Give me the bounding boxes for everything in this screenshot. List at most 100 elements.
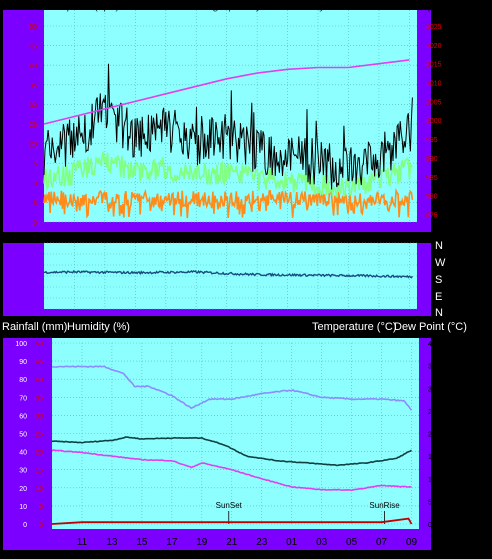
humidity-tick-label: 20	[19, 486, 27, 493]
temp-x-tick-label: 09	[406, 537, 418, 548]
temp-tick-label: 0	[428, 522, 432, 529]
temp-x-tick-label: 07	[376, 537, 388, 548]
wind-x-tick-label: 05	[343, 231, 355, 242]
wind-x-tick-label: 15	[130, 231, 142, 242]
rain-tick-label: 10	[35, 486, 43, 493]
baro-y-tick-label: 1025	[426, 24, 442, 31]
temp-tick-label: 20	[428, 432, 436, 439]
barometer-line	[43, 59, 410, 125]
temp-tick-label: 5	[428, 499, 432, 506]
wind-y-tick-label: 25	[29, 122, 37, 129]
windspeed-axis-title: Windspeed (kph)	[36, 0, 119, 12]
rainfall-axis-title: Rainfall (mm)	[2, 321, 67, 333]
wind-y-tick-label: 35	[29, 83, 37, 90]
temp-tick-label: 25	[428, 409, 436, 416]
baro-y-tick-label: 990	[426, 156, 438, 163]
wind-x-tick-label: 01	[282, 231, 294, 242]
temp-x-tick-label: 19	[196, 537, 208, 548]
rain-tick-label: 0	[39, 522, 43, 529]
direction-letter-w: W	[435, 257, 446, 269]
wind-y-tick-label: 40	[29, 63, 37, 70]
temp-x-tick-label: 13	[106, 537, 118, 548]
humidity-tick-label: 70	[19, 395, 27, 402]
wind-y-tick-label: 20	[29, 142, 37, 149]
rain-tick-label: 35	[35, 395, 43, 402]
humidity-tick-label: 60	[19, 413, 27, 420]
wind-x-tick-label: 07	[373, 231, 385, 242]
temperature-axis-title: Temperature (°C)	[312, 321, 396, 333]
wind-x-tick-label: 03	[312, 231, 324, 242]
rain-tick-label: 30	[35, 413, 43, 420]
sunset-label: SunSet	[216, 501, 243, 510]
wind-x-tick-label: 21	[221, 231, 233, 242]
direction-letter-n2: N	[435, 307, 443, 319]
wind-x-tick-label: 23	[252, 231, 264, 242]
wind-x-tick-label: 17	[160, 231, 172, 242]
temp-x-tick-label: 05	[346, 537, 358, 548]
wind-y-tick-label: 30	[29, 102, 37, 109]
baro-y-tick-label: 1010	[426, 81, 442, 88]
chart-title: 24 hour graph day : 26 January 2021	[172, 0, 352, 12]
humidity-tick-label: 40	[19, 450, 27, 457]
humidity-tick-label: 10	[19, 504, 27, 511]
temp-x-tick-label: 23	[256, 537, 268, 548]
wind-x-tick-label: 19	[191, 231, 203, 242]
wind-gust-line	[43, 63, 413, 190]
wind-y-tick-label: 50	[29, 24, 37, 31]
temp-x-tick-label: 15	[136, 537, 148, 548]
baro-y-tick-label: 1000	[426, 118, 442, 125]
baro-y-tick-label: 985	[426, 175, 438, 182]
wind-y-tick-label: 45	[29, 44, 37, 51]
humidity-tick-label: 0	[23, 522, 27, 529]
baro-y-tick-label: 995	[426, 137, 438, 144]
baro-y-tick-label: 980	[426, 194, 438, 201]
humidity-tick-label: 50	[19, 432, 27, 439]
temp-x-tick-label: 11	[77, 537, 88, 548]
humidity-tick-label: 90	[19, 359, 27, 366]
temp-tick-label: 30	[428, 386, 436, 393]
rain-tick-label: 5	[39, 504, 43, 511]
wind-average-line	[43, 151, 413, 198]
direction-letter-n1: N	[435, 240, 443, 252]
wind-x-tick-label: 13	[99, 231, 111, 242]
baro-y-tick-label: 1005	[426, 99, 442, 106]
rain-tick-label: 25	[35, 432, 43, 439]
temp-x-tick-label: 01	[286, 537, 298, 548]
humidity-tick-label: 80	[19, 377, 27, 384]
temp-tick-label: 35	[428, 364, 436, 371]
wind-low-line	[43, 187, 414, 219]
wind-y-tick-label: 15	[29, 161, 37, 168]
rain-tick-label: 15	[35, 468, 43, 475]
direction-line	[43, 269, 413, 279]
barometer-axis-title: Barometer (hpa)	[372, 0, 452, 12]
wind-y-tick-label: 0	[33, 220, 37, 227]
temp-tick-label: 15	[428, 454, 436, 461]
direction-letter-e: E	[435, 291, 442, 303]
humidity-line	[51, 365, 413, 411]
dewpoint-line	[51, 449, 412, 492]
baro-y-tick-label: 1015	[426, 62, 442, 69]
humidity-tick-label: 100	[15, 341, 27, 348]
direction-letter-s: S	[435, 274, 442, 286]
temp-x-tick-label: 03	[316, 537, 328, 548]
temp-tick-label: 10	[428, 477, 436, 484]
temperature-line	[51, 436, 412, 467]
wind-x-tick-label: 11	[69, 231, 80, 242]
baro-y-tick-label: 1020	[426, 43, 442, 50]
rain-tick-label: 20	[35, 450, 43, 457]
wind-x-tick-label: 09	[404, 231, 416, 242]
rain-tick-label: 50	[35, 341, 43, 348]
wind-y-tick-label: 5	[33, 200, 37, 207]
humidity-tick-label: 30	[19, 468, 27, 475]
rain-tick-label: 40	[35, 377, 43, 384]
rain-tick-label: 45	[35, 359, 43, 366]
temp-x-tick-label: 21	[226, 537, 238, 548]
humidity-axis-title: Humidity (%)	[67, 321, 130, 333]
wind-y-tick-label: 10	[29, 181, 37, 188]
dewpoint-axis-title: Dew Point (°C)	[394, 321, 467, 333]
temp-tick-label: 40	[428, 341, 436, 348]
sunrise-label: SunRise	[369, 501, 400, 510]
baro-y-tick-label: 975	[426, 212, 438, 219]
rainfall-line	[51, 517, 413, 525]
